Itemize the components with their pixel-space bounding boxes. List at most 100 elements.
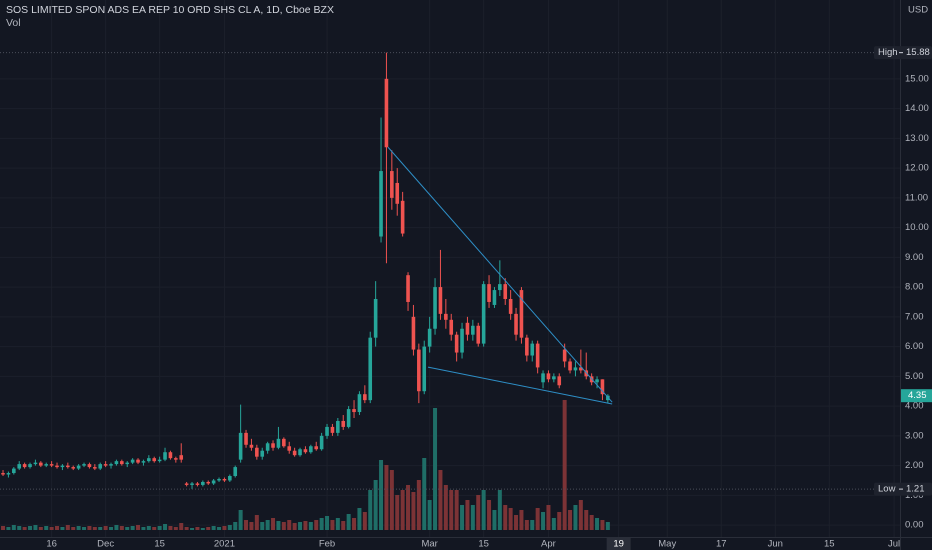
candle-body xyxy=(454,334,459,353)
volume-bar xyxy=(49,527,54,530)
volume-bar xyxy=(217,527,222,530)
y-tick-label: 14.00 xyxy=(905,103,929,114)
volume-bar xyxy=(136,525,141,530)
volume-bar xyxy=(71,527,76,530)
y-tick-label: 4.00 xyxy=(905,401,924,412)
volume-bar xyxy=(254,515,259,530)
trendline xyxy=(387,146,613,403)
volume-bar xyxy=(546,505,551,530)
volume-bar xyxy=(530,520,535,530)
volume-bar xyxy=(346,514,351,530)
candle-layer xyxy=(1,52,610,490)
y-tick-label: 7.00 xyxy=(905,311,924,322)
candle-body xyxy=(217,478,221,481)
volume-bar xyxy=(265,520,270,530)
trendline xyxy=(427,366,613,405)
volume-bar xyxy=(535,508,540,530)
candle-body xyxy=(600,379,605,395)
candle-body xyxy=(400,200,405,234)
volume-bar xyxy=(481,490,486,530)
volume-bar xyxy=(406,485,411,530)
candle-body xyxy=(530,343,535,356)
volume-bar xyxy=(503,505,508,530)
candle-body xyxy=(271,443,275,448)
volume-bar xyxy=(184,527,189,530)
volume-bar xyxy=(233,522,238,530)
candle-body xyxy=(309,446,313,453)
candle-body xyxy=(190,483,194,485)
volume-bar xyxy=(92,527,97,530)
candle-body xyxy=(33,462,38,465)
volume-bar xyxy=(1,526,6,530)
volume-bar xyxy=(411,492,416,530)
candle-body xyxy=(552,376,556,380)
candle-body xyxy=(125,462,130,465)
y-tick-label: 5.00 xyxy=(905,371,924,382)
candle-body xyxy=(152,458,157,462)
candle-body xyxy=(120,461,124,465)
volume-bar xyxy=(389,470,394,530)
y-tick-label: 0.00 xyxy=(905,520,924,531)
y-tick-label: 11.00 xyxy=(905,192,928,203)
volume-bar xyxy=(60,527,65,530)
y-tick-label: 6.00 xyxy=(905,341,924,352)
volume-bar xyxy=(206,527,211,530)
candle-body xyxy=(93,467,97,469)
volume-bar xyxy=(568,510,573,530)
volume-bar xyxy=(395,495,400,530)
volume-bar xyxy=(379,460,384,530)
volume-bar xyxy=(416,480,421,530)
candle-body xyxy=(238,432,243,460)
volume-bar xyxy=(292,523,297,530)
volume-bar xyxy=(11,525,16,530)
volume-bar xyxy=(308,522,313,530)
candle-body xyxy=(427,328,432,347)
candle-body xyxy=(147,458,151,462)
y-tick-label: 2.00 xyxy=(905,460,924,471)
candle-body xyxy=(255,447,259,457)
candle-body xyxy=(228,476,232,481)
volume-legend: Vol xyxy=(6,17,21,29)
candle-body xyxy=(492,290,497,305)
x-tick-label: Jul xyxy=(888,539,900,550)
volume-bar xyxy=(508,508,513,530)
candle-body xyxy=(66,465,70,468)
candle-body xyxy=(481,284,486,344)
volume-bar xyxy=(584,510,589,530)
volume-bar xyxy=(519,510,524,530)
volume-bar xyxy=(227,525,232,530)
x-tick-label: May xyxy=(658,539,676,550)
candle-body xyxy=(471,325,475,335)
candle-body xyxy=(562,349,567,362)
candle-body xyxy=(206,481,211,484)
candle-body xyxy=(363,394,367,401)
candle-body xyxy=(179,455,184,460)
candle-body xyxy=(222,478,227,481)
volume-bar xyxy=(141,527,146,530)
candle-body xyxy=(76,465,81,469)
volume-bar xyxy=(319,518,324,530)
candle-body xyxy=(141,461,146,463)
volume-bar xyxy=(28,526,33,530)
volume-bar xyxy=(168,526,173,530)
volume-bar xyxy=(465,500,470,530)
candle-body xyxy=(211,480,216,484)
x-tick-label: 19 xyxy=(613,539,624,550)
candle-body xyxy=(384,78,389,148)
volume-bar xyxy=(352,518,357,530)
candle-body xyxy=(395,182,400,204)
volume-bar xyxy=(157,526,162,530)
candle-body xyxy=(82,464,86,466)
candle-body xyxy=(195,483,200,485)
x-tick-label: Jun xyxy=(768,539,783,550)
candle-body xyxy=(346,409,351,427)
low-label: Low xyxy=(878,484,896,495)
volume-bar xyxy=(65,525,70,530)
volume-bar xyxy=(373,480,378,530)
volume-bar xyxy=(470,505,475,530)
volume-bar xyxy=(325,516,330,530)
y-tick-label: 10.00 xyxy=(905,222,929,233)
volume-bar xyxy=(179,523,184,530)
volume-layer xyxy=(1,400,610,530)
volume-bar xyxy=(443,485,448,530)
